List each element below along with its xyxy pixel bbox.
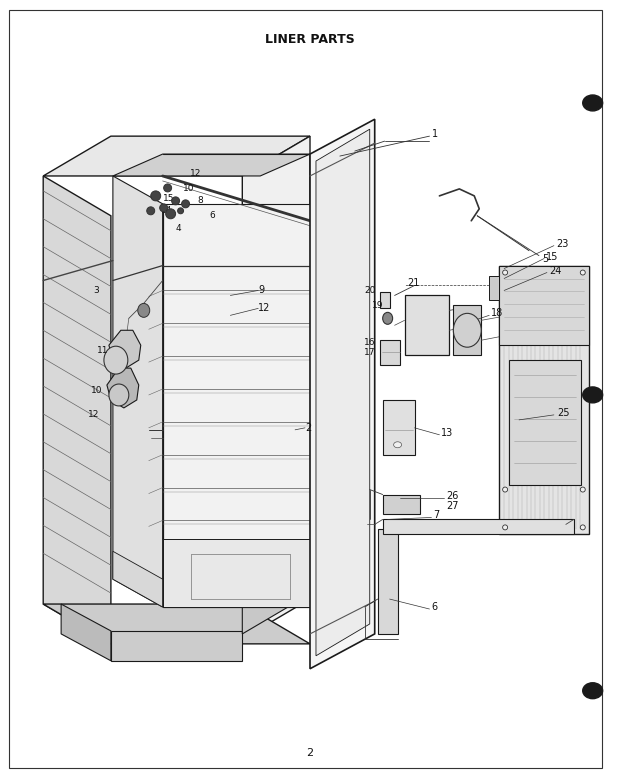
Text: 7: 7: [433, 511, 440, 521]
Polygon shape: [405, 296, 450, 355]
Text: 14: 14: [161, 206, 172, 215]
Text: 21: 21: [407, 278, 420, 289]
Polygon shape: [113, 154, 310, 176]
Polygon shape: [242, 136, 310, 639]
Text: 10: 10: [91, 386, 103, 394]
Text: 4: 4: [176, 224, 182, 233]
Ellipse shape: [583, 95, 603, 111]
Text: 19: 19: [372, 301, 384, 310]
Polygon shape: [113, 176, 162, 607]
Polygon shape: [111, 631, 242, 661]
Text: 25: 25: [557, 408, 569, 418]
Text: 11: 11: [97, 346, 108, 355]
Text: 15: 15: [546, 252, 559, 262]
Polygon shape: [43, 176, 111, 644]
Polygon shape: [113, 551, 162, 607]
Ellipse shape: [383, 312, 392, 325]
Ellipse shape: [583, 683, 603, 698]
Polygon shape: [383, 400, 415, 454]
Ellipse shape: [172, 197, 180, 205]
Ellipse shape: [166, 209, 175, 219]
Ellipse shape: [503, 525, 508, 530]
Text: 17: 17: [364, 348, 376, 357]
Text: 12: 12: [88, 411, 100, 419]
Text: 24: 24: [549, 266, 561, 275]
Text: 13: 13: [441, 428, 454, 438]
Ellipse shape: [138, 303, 149, 317]
Text: 3: 3: [93, 286, 99, 295]
Ellipse shape: [109, 384, 129, 406]
Text: 26: 26: [446, 490, 459, 500]
Text: 12: 12: [190, 170, 202, 178]
Polygon shape: [499, 266, 589, 345]
Polygon shape: [378, 529, 397, 634]
Text: 8: 8: [198, 196, 203, 206]
Polygon shape: [383, 494, 420, 515]
Polygon shape: [43, 136, 310, 176]
Text: 27: 27: [446, 501, 459, 511]
Text: 15: 15: [163, 195, 174, 203]
Text: 12: 12: [259, 303, 270, 314]
Polygon shape: [310, 119, 374, 669]
Polygon shape: [453, 306, 481, 355]
Polygon shape: [499, 266, 589, 534]
Ellipse shape: [104, 346, 128, 374]
Ellipse shape: [394, 442, 402, 448]
Ellipse shape: [151, 191, 161, 201]
Polygon shape: [61, 604, 111, 661]
Ellipse shape: [453, 314, 481, 347]
Polygon shape: [162, 540, 310, 607]
Text: 2: 2: [305, 423, 311, 432]
Text: 2: 2: [306, 748, 314, 759]
Text: 23: 23: [556, 239, 569, 249]
Text: 1: 1: [432, 129, 438, 139]
Ellipse shape: [580, 525, 585, 530]
Ellipse shape: [160, 204, 167, 212]
Text: 18: 18: [491, 308, 503, 318]
Text: 6: 6: [432, 602, 438, 612]
Polygon shape: [509, 361, 581, 485]
Ellipse shape: [147, 206, 155, 215]
Polygon shape: [383, 519, 574, 534]
Text: 20: 20: [365, 286, 376, 295]
Text: 16: 16: [364, 338, 376, 346]
Ellipse shape: [164, 184, 172, 192]
Polygon shape: [489, 275, 499, 300]
Ellipse shape: [580, 487, 585, 492]
Text: LINER PARTS: LINER PARTS: [265, 33, 355, 46]
Polygon shape: [109, 330, 141, 368]
Polygon shape: [316, 129, 370, 656]
Polygon shape: [107, 368, 139, 408]
Polygon shape: [379, 292, 389, 308]
Text: 5: 5: [542, 253, 548, 264]
Polygon shape: [43, 604, 310, 644]
Ellipse shape: [503, 270, 508, 275]
Ellipse shape: [583, 387, 603, 403]
Text: 9: 9: [259, 285, 264, 296]
Polygon shape: [242, 565, 310, 634]
Polygon shape: [162, 204, 310, 607]
Text: 10: 10: [183, 185, 194, 193]
Text: eReplacementParts.com: eReplacementParts.com: [176, 343, 296, 353]
Ellipse shape: [177, 208, 184, 213]
Ellipse shape: [503, 487, 508, 492]
Text: 6: 6: [210, 211, 215, 221]
Ellipse shape: [182, 200, 190, 208]
Ellipse shape: [580, 270, 585, 275]
Polygon shape: [379, 340, 400, 365]
